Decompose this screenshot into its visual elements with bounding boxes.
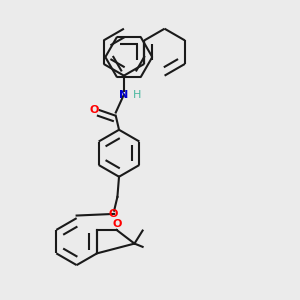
Text: N: N — [119, 90, 128, 100]
Text: O: O — [112, 219, 122, 229]
Text: O: O — [90, 105, 99, 115]
Text: O: O — [109, 209, 118, 219]
Text: H: H — [133, 90, 141, 100]
